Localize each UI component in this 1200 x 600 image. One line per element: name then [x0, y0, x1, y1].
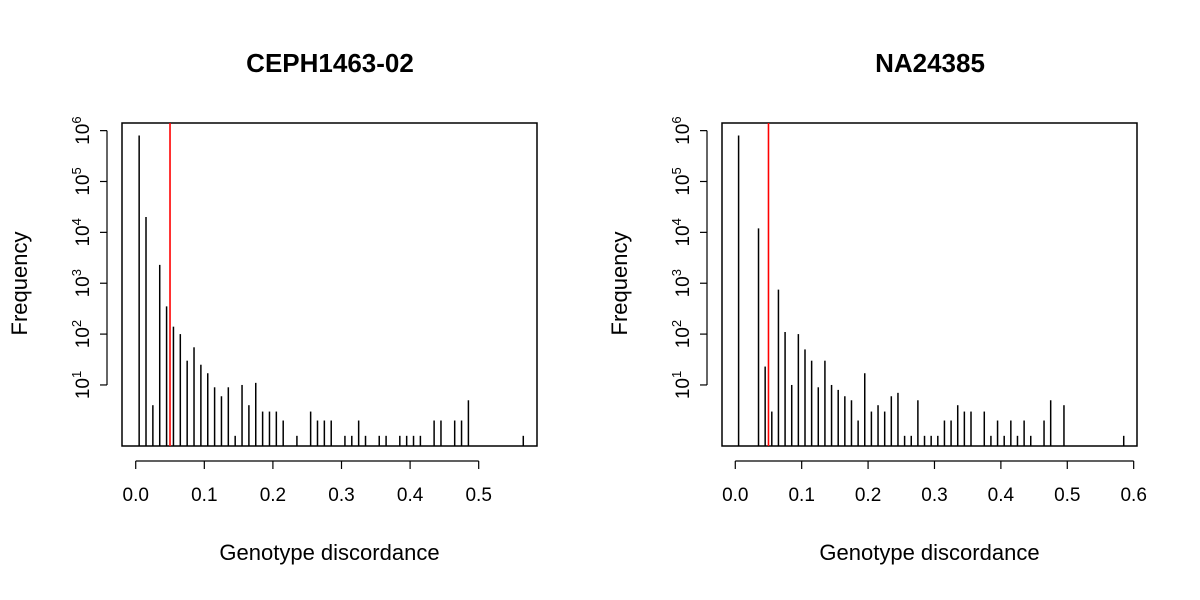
- x-tick-label: 0.2: [260, 485, 286, 506]
- x-axis-title: Genotype discordance: [819, 540, 1039, 565]
- y-tick-label: 102: [669, 320, 694, 348]
- x-tick-label: 0.0: [722, 485, 748, 506]
- y-tick-label: 105: [669, 167, 694, 195]
- chart-title: NA24385: [875, 48, 985, 78]
- x-tick-label: 0.3: [328, 485, 354, 506]
- y-tick-label: 101: [69, 371, 94, 399]
- y-tick-label: 106: [669, 116, 694, 144]
- x-tick-label: 0.6: [1120, 485, 1146, 506]
- y-axis-title: Frequency: [607, 232, 632, 336]
- plot-frame: [721, 122, 1138, 447]
- x-tick-label: 0.5: [465, 485, 491, 506]
- y-tick-label: 105: [69, 167, 94, 195]
- y-tick-label: 103: [69, 269, 94, 297]
- x-tick-label: 0.1: [191, 485, 217, 506]
- x-tick-label: 0.3: [921, 485, 947, 506]
- chart-panel-1: CEPH1463-02 0.0 0.1 0.2 0.3 0.4 0.5 101 102 103 10…: [7, 48, 538, 565]
- chart-title: CEPH1463-02: [246, 48, 414, 78]
- x-tick-label: 0.5: [1054, 485, 1080, 506]
- x-axis-title: Genotype discordance: [219, 540, 439, 565]
- y-tick-label: 106: [69, 116, 94, 144]
- x-tick-label: 0.1: [788, 485, 814, 506]
- y-tick-label: 104: [69, 218, 94, 246]
- x-tick-label: 0.0: [123, 485, 149, 506]
- y-tick-label: 101: [669, 371, 694, 399]
- x-tick-label: 0.4: [988, 485, 1015, 506]
- y-tick-label: 102: [69, 320, 94, 348]
- plot-frame: [121, 122, 538, 447]
- y-tick-label: 103: [669, 269, 694, 297]
- x-tick-label: 0.2: [855, 485, 881, 506]
- x-tick-label: 0.4: [397, 485, 424, 506]
- chart-panel-2: NA24385 0.0 0.1 0.2 0.3 0.4 0.5 0.6 101 102 103 104…: [607, 48, 1147, 565]
- y-axis-title: Frequency: [7, 232, 32, 336]
- y-tick-label: 104: [669, 218, 694, 246]
